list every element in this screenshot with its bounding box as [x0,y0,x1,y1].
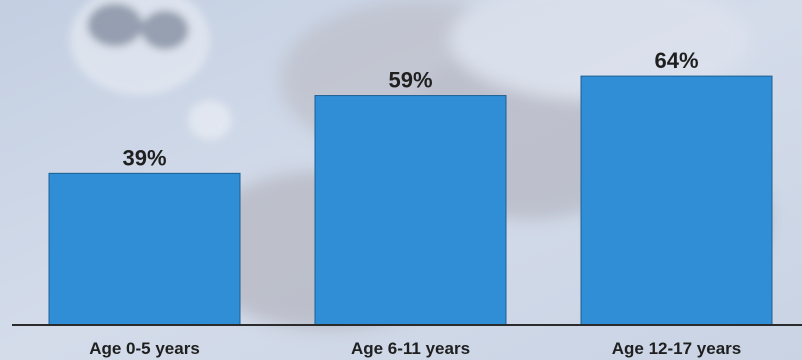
data-label-1: 39% [122,145,166,170]
category-label-3: Age 12-17 years [612,339,741,358]
category-label-1: Age 0-5 years [89,339,200,358]
bar-2 [314,95,507,326]
data-label-2: 59% [388,68,432,93]
data-label-3: 64% [654,48,698,73]
bar-1 [48,172,241,326]
bar-group [48,75,773,326]
category-label-2: Age 6-11 years [351,339,470,358]
bar-3 [580,75,773,326]
plush-toy-shape [70,0,232,140]
data-label-group: 39% 59% 64% [122,48,698,170]
category-label-group: Age 0-5 years Age 6-11 years Age 12-17 yea… [89,339,741,358]
